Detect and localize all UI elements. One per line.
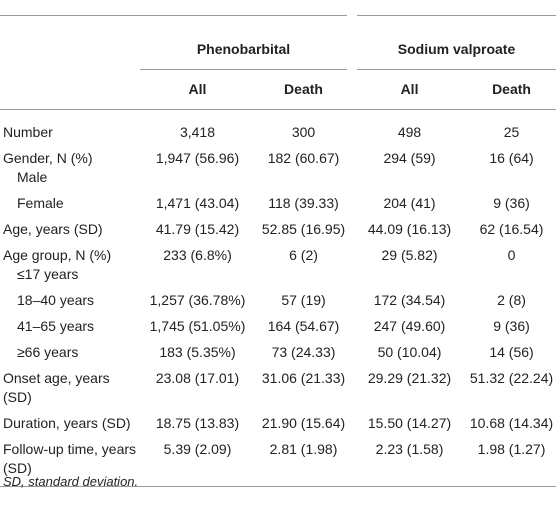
- table-cell: 18.75 (13.83): [155, 415, 240, 431]
- row-label-cell: 18–40 years: [0, 287, 140, 313]
- table-cell: 62 (16.54): [479, 221, 544, 237]
- table-cell: 73 (24.33): [271, 344, 336, 360]
- table-cell: 6 (2): [289, 247, 318, 263]
- row-label: ≥66 years: [17, 344, 79, 360]
- row-label-cell: Number: [0, 110, 140, 146]
- table-row: Duration, years (SD) 18.75 (13.83) 21.90 (…: [0, 410, 556, 436]
- row-label: 18–40 years: [17, 292, 95, 308]
- row-label-cell: Follow-up time, years (SD): [0, 436, 140, 487]
- row-sublabel: Male: [17, 169, 48, 185]
- row-label: Age, years (SD): [3, 221, 103, 237]
- table-cell: 247 (49.60): [373, 318, 446, 334]
- row-label: Gender, N (%): [3, 150, 93, 166]
- table-row: Gender, N (%) Male 1,947 (56.96) 182 (60.67…: [0, 145, 556, 190]
- table-body: Number 3,418 300 498 25 Gender, N (%) Male 1,94…: [0, 110, 556, 487]
- table-row: 41–65 years 1,745 (51.05%) 164 (54.67) 247 …: [0, 313, 556, 339]
- table-row: 18–40 years 1,257 (36.78%) 57 (19) 172 (34.…: [0, 287, 556, 313]
- row-label: Age group, N (%): [3, 247, 112, 263]
- row-label-cell: Duration, years (SD): [0, 410, 140, 436]
- table-cell: 51.32 (22.24): [469, 370, 554, 386]
- table-cell: 1,745 (51.05%): [149, 318, 246, 334]
- subheader: Death: [467, 69, 556, 110]
- table-cell: 182 (60.67): [267, 150, 340, 166]
- table-cell: 5.39 (2.09): [140, 436, 255, 487]
- group-header: Phenobarbital: [140, 15, 353, 70]
- table-cell: 44.09 (16.13): [367, 221, 452, 237]
- table-row: Onset age, years (SD) 23.08 (17.01) 31.06 …: [0, 365, 556, 410]
- data-table: Phenobarbital Sodium valproate All Death…: [0, 15, 556, 487]
- table-cell: 1.98 (1.27): [467, 436, 556, 487]
- row-label-cell: Gender, N (%) Male: [0, 145, 140, 190]
- subheader: All: [140, 69, 255, 110]
- row-label-cell: Female: [0, 190, 140, 216]
- table-cell: 2 (8): [497, 292, 526, 308]
- table-cell: 172 (34.54): [373, 292, 446, 308]
- table-cell: 2.81 (1.98): [255, 436, 353, 487]
- table-cell: 15.50 (14.27): [367, 415, 452, 431]
- table-cell: 52.85 (16.95): [261, 221, 346, 237]
- table-cell: 233 (6.8%): [163, 247, 232, 263]
- row-label-cell: Age, years (SD): [0, 216, 140, 242]
- table-row: ≥66 years 183 (5.35%) 73 (24.33) 50 (10.04)…: [0, 339, 556, 365]
- subheader: All: [352, 69, 468, 110]
- group-header: Sodium valproate: [347, 15, 556, 70]
- table-cell: 31.06 (21.33): [261, 370, 346, 386]
- row-label: Follow-up time, years (SD): [3, 441, 137, 476]
- row-sublabel: ≤17 years: [17, 266, 79, 282]
- table-cell: 21.90 (15.64): [261, 415, 346, 431]
- table-cell: 25: [503, 124, 520, 140]
- table-row: Age group, N (%) ≤17 years 233 (6.8%) 6 (2)…: [0, 242, 556, 287]
- table-cell: 294 (59): [383, 150, 436, 166]
- table-cell: 204 (41): [383, 195, 436, 211]
- row-label: Onset age, years (SD): [3, 370, 110, 405]
- table-cell: 1,947 (56.96): [155, 150, 240, 166]
- table-cell: 50 (10.04): [377, 344, 442, 360]
- table-cell: 16 (64): [489, 150, 534, 166]
- table-row: Number 3,418 300 498 25: [0, 110, 556, 146]
- table-cell: 9 (36): [493, 318, 530, 334]
- table-cell: 1,471 (43.04): [155, 195, 240, 211]
- row-label-cell: Onset age, years (SD): [0, 365, 140, 410]
- row-label-cell: 41–65 years: [0, 313, 140, 339]
- table-cell: 3,418: [179, 124, 216, 140]
- table-cell: 2.23 (1.58): [352, 436, 468, 487]
- table-cell: 118 (39.33): [268, 195, 339, 211]
- table-cell: 164 (54.67): [267, 318, 340, 334]
- table-row: Follow-up time, years (SD) 5.39 (2.09) 2.8…: [0, 436, 556, 487]
- table-cell: 1,257 (36.78%): [149, 292, 246, 308]
- row-label-cell: ≥66 years: [0, 339, 140, 365]
- table-cell: 29.29 (21.32): [367, 370, 452, 386]
- table-cell: 57 (19): [281, 292, 326, 308]
- table-row: Age, years (SD) 41.79 (15.42) 52.85 (16.95…: [0, 216, 556, 242]
- footnote: SD, standard deviation.: [3, 474, 139, 489]
- table-cell: 0: [507, 247, 516, 263]
- table-cell: 23.08 (17.01): [155, 370, 240, 386]
- row-label: 41–65 years: [17, 318, 95, 334]
- table-cell: 14 (56): [489, 344, 534, 360]
- table-cell: 10.68 (14.34): [469, 415, 554, 431]
- row-label: Female: [17, 195, 64, 211]
- row-label-cell: Age group, N (%) ≤17 years: [0, 242, 140, 287]
- table-cell: 498: [397, 124, 422, 140]
- row-label: Duration, years (SD): [3, 415, 131, 431]
- table-cell: 300: [291, 124, 316, 140]
- table-cell: 9 (36): [493, 195, 530, 211]
- group-header-row: Phenobarbital Sodium valproate: [0, 15, 556, 70]
- table-cell: 41.79 (15.42): [155, 221, 240, 237]
- table-row: Female 1,471 (43.04) 118 (39.33) 204 (41) 9 …: [0, 190, 556, 216]
- table-cell: 29 (5.82): [381, 247, 438, 263]
- table-cell: 183 (5.35%): [159, 344, 236, 360]
- subheader-row: All Death All Death: [0, 69, 556, 110]
- subheader: Death: [255, 69, 353, 110]
- row-label: Number: [3, 124, 53, 140]
